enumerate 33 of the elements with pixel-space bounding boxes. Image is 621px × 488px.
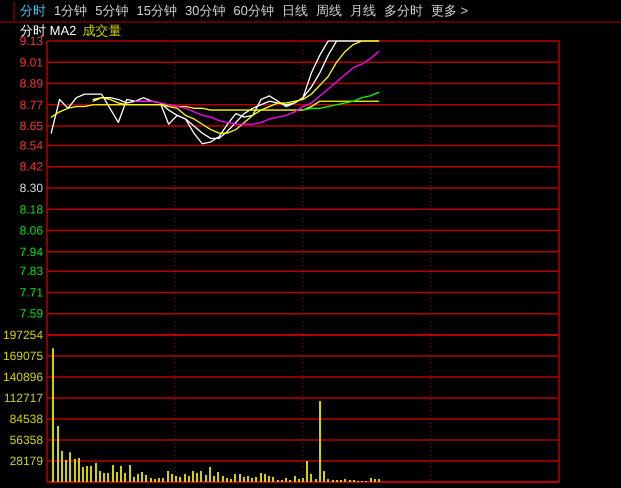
text: 1分钟 (54, 3, 88, 18)
y-tick-label: 8.89 (20, 76, 44, 91)
chart-subtitle: 成交量 (82, 23, 122, 38)
y-tick-label: 8.77 (20, 98, 44, 112)
text: 60分钟 (233, 3, 274, 18)
y-tick-label: 8.30 (20, 181, 44, 195)
text: 月线 (350, 3, 376, 18)
y-tick-label: 7.71 (20, 285, 44, 300)
text: 日线 (282, 3, 308, 18)
y-tick-label: 56358 (10, 433, 44, 447)
y-tick-label: 8.18 (20, 202, 44, 216)
y-tick-label: 8.06 (20, 224, 44, 238)
text: 多分时 (384, 3, 423, 18)
y-tick-label: 112717 (4, 391, 44, 405)
y-tick-label: 169075 (2, 349, 44, 363)
y-tick-label: 8.54 (20, 138, 44, 152)
text: 30分钟 (184, 3, 226, 18)
y-tick-label: 7.59 (20, 306, 44, 321)
y-tick-label: 197254 (2, 328, 44, 342)
y-tick-label: 140896 (2, 370, 44, 384)
text: 分时 (20, 3, 46, 18)
y-tick-label: 84538 (10, 412, 44, 426)
y-tick-label: 9.01 (20, 55, 44, 70)
y-tick-label: 28179 (10, 454, 44, 468)
text: 更多 > (430, 3, 468, 18)
y-tick-label: 8.42 (20, 160, 44, 174)
y-tick-label: 7.83 (20, 264, 44, 278)
y-tick-label: 7.94 (20, 244, 44, 259)
text: 5分钟 (95, 3, 128, 18)
y-tick-label: 8.65 (20, 119, 44, 134)
chart-title: 分时 MA2 (20, 23, 76, 38)
text: 周线 (316, 3, 342, 18)
text: 15分钟 (136, 3, 177, 18)
